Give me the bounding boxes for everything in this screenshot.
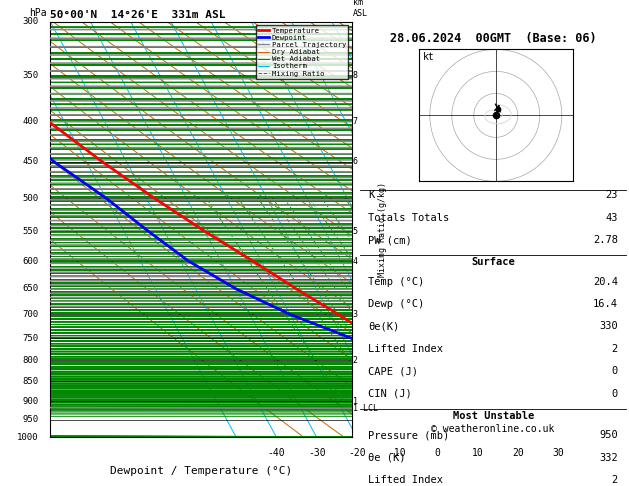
Text: 28.06.2024  00GMT  (Base: 06): 28.06.2024 00GMT (Base: 06)	[390, 32, 596, 45]
Text: 2: 2	[611, 475, 618, 485]
Text: Temp (°C): Temp (°C)	[369, 277, 425, 287]
Text: θe (K): θe (K)	[369, 452, 406, 463]
Legend: Temperature, Dewpoint, Parcel Trajectory, Dry Adiabat, Wet Adiabat, Isotherm, Mi: Temperature, Dewpoint, Parcel Trajectory…	[256, 25, 348, 79]
Text: 450: 450	[22, 157, 38, 166]
Text: 750: 750	[22, 333, 38, 343]
Text: 23: 23	[605, 190, 618, 200]
Text: Mixing Ratio (g/kg): Mixing Ratio (g/kg)	[377, 182, 387, 277]
Text: 300: 300	[22, 17, 38, 26]
Text: 43: 43	[605, 212, 618, 223]
Text: 350: 350	[22, 70, 38, 80]
Text: 3: 3	[352, 310, 357, 319]
Text: 950: 950	[22, 415, 38, 424]
Point	[491, 111, 501, 119]
Text: 20.4: 20.4	[593, 277, 618, 287]
Text: Dewpoint / Temperature (°C): Dewpoint / Temperature (°C)	[110, 467, 292, 476]
Text: -10: -10	[388, 448, 406, 458]
Text: 2: 2	[611, 344, 618, 354]
Text: 950: 950	[599, 430, 618, 440]
Text: Pressure (mb): Pressure (mb)	[369, 430, 450, 440]
Text: 10: 10	[472, 448, 484, 458]
Text: 2.78: 2.78	[593, 235, 618, 245]
Text: 600: 600	[22, 257, 38, 265]
Text: 650: 650	[22, 284, 38, 293]
Text: 1: 1	[352, 397, 357, 405]
Text: 500: 500	[22, 194, 38, 203]
Text: 2: 2	[352, 356, 357, 365]
Text: CAPE (J): CAPE (J)	[369, 366, 418, 376]
Text: 0: 0	[435, 448, 440, 458]
Text: 16.4: 16.4	[593, 299, 618, 309]
Text: Most Unstable: Most Unstable	[452, 411, 534, 421]
Text: 7: 7	[352, 117, 357, 126]
Text: 20: 20	[512, 448, 524, 458]
Text: 4: 4	[352, 257, 357, 265]
Text: © weatheronline.co.uk: © weatheronline.co.uk	[431, 424, 555, 434]
Text: 332: 332	[599, 452, 618, 463]
Text: km
ASL: km ASL	[352, 0, 367, 17]
Text: 330: 330	[599, 321, 618, 331]
Text: θe(K): θe(K)	[369, 321, 399, 331]
Text: 550: 550	[22, 226, 38, 236]
Text: kt: kt	[423, 52, 435, 62]
Text: Lifted Index: Lifted Index	[369, 475, 443, 485]
Text: Dewp (°C): Dewp (°C)	[369, 299, 425, 309]
Text: 8: 8	[352, 70, 357, 80]
Text: CIN (J): CIN (J)	[369, 389, 412, 399]
Text: 6: 6	[352, 157, 357, 166]
Point	[493, 105, 503, 113]
Text: 1000: 1000	[17, 433, 38, 442]
Text: 1 LCL: 1 LCL	[352, 404, 377, 413]
Text: 900: 900	[22, 397, 38, 405]
Text: 0: 0	[611, 389, 618, 399]
Text: 50°00'N  14°26'E  331m ASL: 50°00'N 14°26'E 331m ASL	[50, 10, 226, 20]
Text: PW (cm): PW (cm)	[369, 235, 412, 245]
Text: -40: -40	[268, 448, 286, 458]
Text: 800: 800	[22, 356, 38, 365]
Text: -20: -20	[348, 448, 366, 458]
Text: hPa: hPa	[29, 8, 47, 17]
Text: Surface: Surface	[471, 258, 515, 267]
Text: Totals Totals: Totals Totals	[369, 212, 450, 223]
Text: -30: -30	[308, 448, 326, 458]
Text: 30: 30	[552, 448, 564, 458]
Text: 700: 700	[22, 310, 38, 319]
Text: K: K	[369, 190, 375, 200]
Text: 0: 0	[611, 366, 618, 376]
Text: 400: 400	[22, 117, 38, 126]
Text: 850: 850	[22, 377, 38, 386]
Text: 5: 5	[352, 226, 357, 236]
Text: Lifted Index: Lifted Index	[369, 344, 443, 354]
